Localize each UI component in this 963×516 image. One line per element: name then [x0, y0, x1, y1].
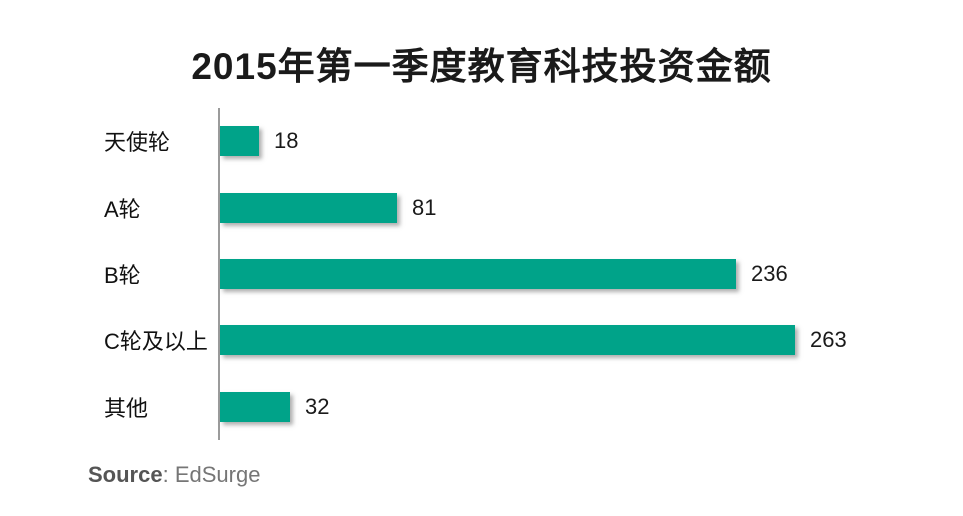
- category-label: 其他: [104, 395, 149, 421]
- category-label: A轮: [104, 196, 141, 222]
- bar-value-label: 18: [274, 128, 299, 154]
- bar-value-label: 236: [751, 261, 788, 287]
- bar-value-label: 263: [810, 327, 847, 353]
- source-label: Source: [88, 462, 163, 487]
- chart-title: 2015年第一季度教育科技投资金额: [191, 46, 772, 87]
- chart-row: 236: [220, 241, 938, 307]
- bar: [220, 391, 290, 422]
- bar: [220, 259, 736, 290]
- category-label: C轮及以上: [104, 329, 208, 355]
- category-label: B轮: [104, 263, 141, 289]
- bar-value-label: 81: [412, 194, 437, 220]
- y-axis-line: [218, 108, 220, 440]
- source-caption: Source: EdSurge: [88, 462, 260, 488]
- source-value: EdSurge: [174, 462, 261, 487]
- category-label: 天使轮: [104, 130, 171, 156]
- category-axis-labels: 天使轮 A轮 B轮 C轮及以上其他: [0, 108, 218, 440]
- chart-row: 81: [220, 174, 938, 240]
- bar: [220, 126, 259, 157]
- chart-row: 263: [220, 307, 938, 373]
- source-separator: :: [162, 462, 175, 487]
- bar-value-label: 32: [305, 393, 330, 419]
- bar: [220, 192, 397, 223]
- chart-row: 32: [220, 374, 938, 440]
- bar: [220, 325, 795, 356]
- plot-area: 18 81 236 263 32: [218, 108, 938, 440]
- bar-series: 18 81 236 263 32: [220, 108, 938, 440]
- chart-row: 18: [220, 108, 938, 174]
